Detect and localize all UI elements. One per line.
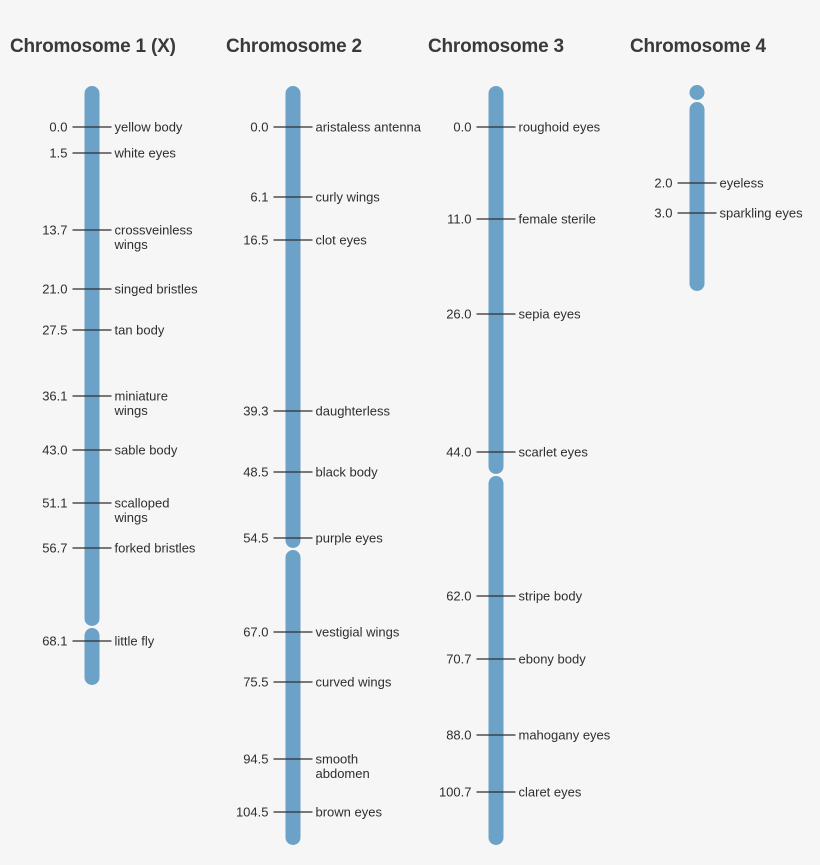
chromosome-2-segment	[285, 86, 301, 548]
gene-name-label: tan body	[115, 323, 165, 338]
gene-name-label: wings	[114, 510, 149, 525]
gene-position-label: 11.0	[447, 212, 471, 227]
chromosome-1-segment	[84, 628, 100, 685]
gene-name-label: wings	[114, 237, 149, 252]
gene-position-label: 43.0	[42, 443, 67, 458]
gene-position-label: 1.5	[49, 146, 67, 161]
gene-name-label: crossveinless	[115, 223, 194, 238]
gene-name-label: brown eyes	[316, 805, 383, 820]
gene-position-label: 70.7	[446, 652, 471, 667]
gene-position-label: 3.0	[654, 206, 672, 221]
gene-name-label: scarlet eyes	[519, 445, 589, 460]
gene-position-label: 44.0	[446, 445, 471, 460]
gene-name-label: sepia eyes	[519, 307, 582, 322]
gene-position-label: 2.0	[654, 176, 672, 191]
gene-name-label: abdomen	[316, 766, 370, 781]
gene-position-label: 94.5	[243, 752, 268, 767]
chromosome-4-segment	[689, 85, 705, 100]
gene-name-label: roughoid eyes	[519, 120, 601, 135]
chromosome-4-segment	[689, 102, 705, 291]
gene-position-label: 68.1	[42, 634, 67, 649]
gene-name-label: curved wings	[316, 675, 392, 690]
gene-position-label: 0.0	[250, 120, 268, 135]
gene-position-label: 54.5	[243, 531, 268, 546]
chromosome-1-title: Chromosome 1 (X)	[10, 36, 176, 57]
gene-name-label: eyeless	[720, 176, 765, 191]
gene-position-label: 88.0	[446, 728, 471, 743]
gene-name-label: miniature	[115, 389, 168, 404]
chromosome-4-title: Chromosome 4	[630, 36, 766, 57]
gene-name-label: claret eyes	[519, 785, 582, 800]
gene-name-label: sable body	[115, 443, 178, 458]
gene-name-label: scalloped	[115, 496, 170, 511]
gene-position-label: 26.0	[446, 307, 471, 322]
gene-name-label: yellow body	[115, 120, 183, 135]
gene-name-label: ebony body	[519, 652, 587, 667]
gene-position-label: 100.7	[439, 785, 472, 800]
gene-name-label: vestigial wings	[316, 625, 400, 640]
gene-position-label: 51.1	[42, 496, 67, 511]
gene-name-label: forked bristles	[115, 541, 196, 556]
gene-name-label: purple eyes	[316, 531, 384, 546]
gene-position-label: 48.5	[243, 465, 268, 480]
gene-position-label: 36.1	[42, 389, 67, 404]
gene-position-label: 0.0	[49, 120, 67, 135]
chromosome-3-segment	[488, 86, 504, 474]
gene-name-label: little fly	[115, 634, 155, 649]
gene-name-label: wings	[114, 403, 149, 418]
gene-name-label: black body	[316, 465, 379, 480]
gene-name-label: smooth	[316, 752, 359, 767]
gene-position-label: 6.1	[250, 190, 268, 205]
gene-position-label: 39.3	[243, 404, 268, 419]
gene-name-label: daughterless	[316, 404, 391, 419]
gene-position-label: 0.0	[453, 120, 471, 135]
gene-name-label: mahogany eyes	[519, 728, 611, 743]
gene-name-label: singed bristles	[115, 282, 199, 297]
chromosome-1-segment	[84, 86, 100, 626]
gene-name-label: sparkling eyes	[720, 206, 804, 221]
gene-position-label: 27.5	[42, 323, 67, 338]
gene-position-label: 75.5	[243, 675, 268, 690]
gene-name-label: female sterile	[519, 212, 596, 227]
gene-position-label: 62.0	[446, 589, 471, 604]
gene-name-label: clot eyes	[316, 233, 368, 248]
gene-name-label: curly wings	[316, 190, 381, 205]
gene-name-label: aristaless antenna	[316, 120, 422, 135]
chromosome-2-segment	[285, 550, 301, 845]
gene-name-label: white eyes	[114, 146, 177, 161]
gene-position-label: 67.0	[243, 625, 268, 640]
gene-position-label: 13.7	[42, 223, 67, 238]
chromosome-3-title: Chromosome 3	[428, 36, 564, 57]
chromosome-2-title: Chromosome 2	[226, 36, 362, 57]
gene-position-label: 56.7	[42, 541, 67, 556]
gene-name-label: stripe body	[519, 589, 583, 604]
chromosome-3-segment	[488, 476, 504, 845]
gene-position-label: 21.0	[42, 282, 67, 297]
gene-position-label: 16.5	[243, 233, 268, 248]
gene-position-label: 104.5	[236, 805, 269, 820]
